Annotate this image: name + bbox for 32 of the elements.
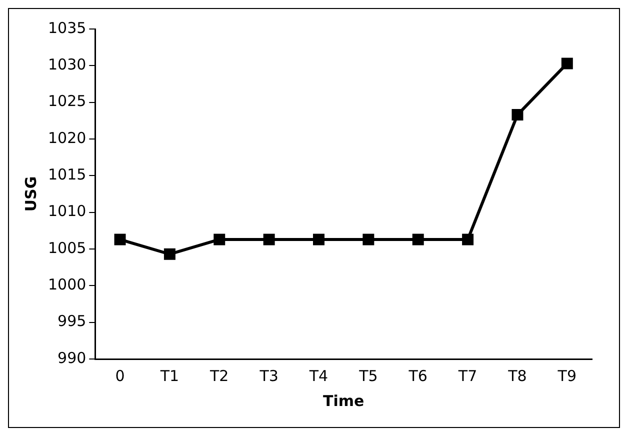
- x-tick-label: T2: [209, 366, 229, 385]
- y-axis-title: USG: [22, 176, 40, 212]
- point: [313, 234, 324, 246]
- y-tick-label: 1025: [48, 92, 86, 110]
- x-tick-label: T3: [258, 366, 278, 385]
- y-tick-label: 1015: [48, 166, 86, 184]
- point: [561, 58, 573, 70]
- x-tick-label: T1: [159, 366, 180, 385]
- x-tick-label: T5: [358, 366, 378, 385]
- x-tick-label: T9: [556, 366, 577, 385]
- x-tick-label: T7: [457, 366, 478, 385]
- y-tick-label: 990: [58, 348, 86, 367]
- point: [114, 234, 126, 246]
- x-axis-title: Time: [322, 392, 364, 410]
- point: [512, 109, 524, 121]
- y-tick-label: 1020: [48, 128, 86, 147]
- y-tick-label: 995: [58, 312, 86, 330]
- point: [362, 234, 374, 246]
- x-tick-label: T4: [308, 366, 328, 385]
- x-tick-label: T6: [408, 366, 428, 385]
- point: [462, 234, 474, 246]
- x-tick-label: T8: [507, 366, 527, 385]
- point: [214, 234, 226, 246]
- point: [263, 234, 275, 246]
- y-tick-label: 1030: [48, 56, 86, 74]
- y-tick-label: 1035: [48, 18, 86, 37]
- point: [412, 234, 424, 246]
- point: [164, 248, 176, 260]
- y-tick-label: 1005: [48, 238, 86, 257]
- y-tick-label: 1010: [48, 202, 86, 220]
- x-tick-label: 0: [115, 366, 125, 385]
- y-tick-label: 1000: [48, 276, 86, 294]
